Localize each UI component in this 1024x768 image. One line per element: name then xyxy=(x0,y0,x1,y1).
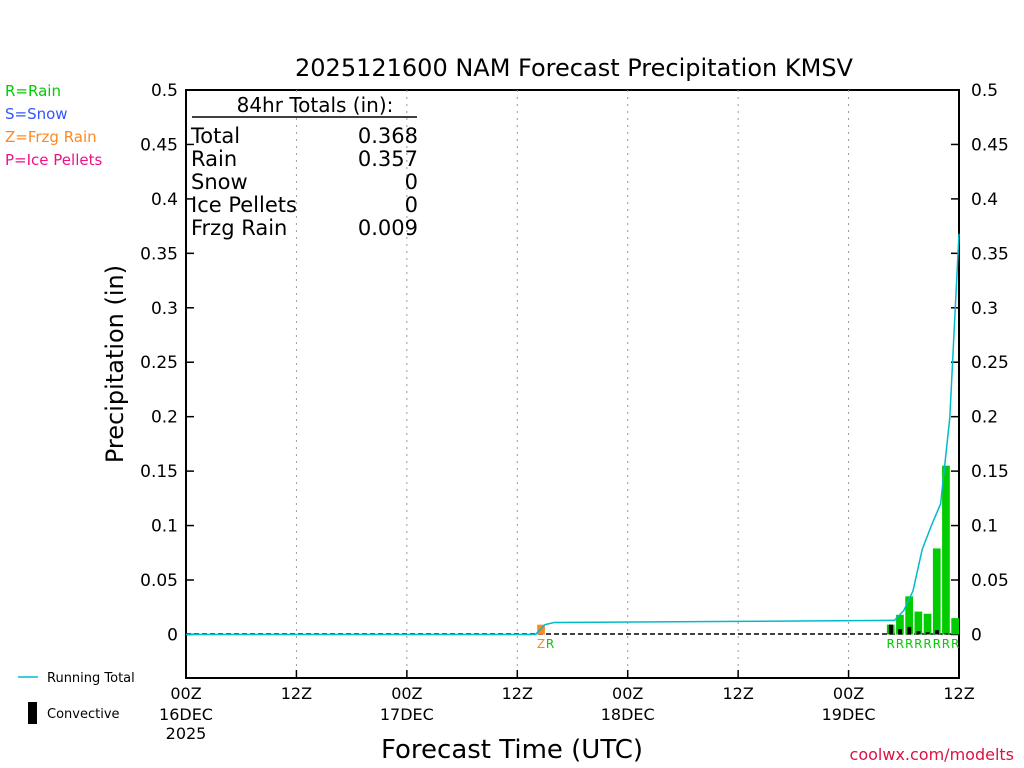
x-tick-date: 16DEC xyxy=(159,705,213,724)
totals-value: 0.368 xyxy=(358,124,418,148)
precip-bar xyxy=(896,614,904,635)
totals-label: Total xyxy=(190,124,240,148)
x-tick-label: 12Z xyxy=(281,684,312,703)
y-tick-label-right: 0.1 xyxy=(971,517,998,537)
series-legend: Running Total Convective xyxy=(18,671,135,724)
convective-bar xyxy=(934,630,939,635)
plot-frame xyxy=(185,89,960,679)
ptype-letter: R xyxy=(896,637,904,651)
totals-box: 84hr Totals (in): Total 0.368 Rain 0.357 Sno… xyxy=(190,93,418,240)
x-axis-title: Forecast Time (UTC) xyxy=(381,735,643,765)
x-tick-date: 18DEC xyxy=(601,705,655,724)
ptype-letter: R xyxy=(923,637,931,651)
precip-bar xyxy=(923,613,932,635)
totals-value: 0 xyxy=(405,193,418,217)
x-tick-label: 00Z xyxy=(612,684,643,703)
y-axis-title: Precipitation (in) xyxy=(101,265,129,463)
y-tick-label: 0.5 xyxy=(151,81,178,101)
y-tick-label-right: 0.25 xyxy=(971,353,1009,373)
y-tick-label: 0.2 xyxy=(151,408,178,428)
y-tick-label: 0 xyxy=(167,625,178,645)
x-tick-label: 12Z xyxy=(722,684,753,703)
totals-label: Ice Pellets xyxy=(191,193,297,217)
gridlines xyxy=(295,90,850,678)
y-tick-label-right: 0.2 xyxy=(971,408,998,428)
ptype-legend-entry: P=Ice Pellets xyxy=(5,151,102,169)
y-tick-label-right: 0.4 xyxy=(971,190,998,210)
y-tick-label: 0.3 xyxy=(151,299,178,319)
ptype-letter: R xyxy=(951,637,959,651)
running-total-line xyxy=(186,233,960,636)
totals-heading: 84hr Totals (in): xyxy=(237,93,394,117)
series-legend-label: Convective xyxy=(47,707,120,722)
precip-bar xyxy=(951,618,959,635)
y-tick-label-right: 0 xyxy=(971,625,982,645)
precip-bar xyxy=(914,611,923,635)
y-tick-label: 0.05 xyxy=(140,571,178,591)
ptype-legend-entry: R=Rain xyxy=(5,82,61,100)
precip-bars xyxy=(537,465,959,635)
y-tick-label: 0.1 xyxy=(151,517,178,537)
convective-bars xyxy=(888,624,949,635)
ptype-letter: R xyxy=(933,637,941,651)
y-tick-label-right: 0.15 xyxy=(971,462,1009,482)
x-tick-label: 00Z xyxy=(391,684,422,703)
precip-bar xyxy=(932,548,941,635)
ptype-legend-entry: S=Snow xyxy=(5,105,68,123)
x-tick-year: 2025 xyxy=(166,724,207,743)
y-tick-label: 0.45 xyxy=(140,135,178,155)
ptype-legend-entry: Z=Frzg Rain xyxy=(5,128,97,146)
totals-label: Frzg Rain xyxy=(191,216,287,240)
y-tick-label-right: 0.3 xyxy=(971,299,998,319)
x-tick-date: 17DEC xyxy=(380,705,434,724)
x-tick-label: 00Z xyxy=(833,684,864,703)
totals-rows: Total 0.368 Rain 0.357 Snow 0 Ice Pellets 0 Frzg… xyxy=(190,124,418,240)
convective-bar xyxy=(944,633,949,635)
chart-title: 2025121600 NAM Forecast Precipitation KM… xyxy=(295,54,854,82)
totals-label: Rain xyxy=(191,147,237,171)
y-tick-label-right: 0.05 xyxy=(971,571,1009,591)
ptype-letter: R xyxy=(887,637,895,651)
convective-bar xyxy=(925,632,930,635)
totals-label: Snow xyxy=(191,170,248,194)
precip-bar xyxy=(905,596,913,635)
y-axis-right: 0 0.05 0.1 0.15 0.2 0.25 0.3 0.35 0.4 0.45 0.5 xyxy=(951,81,1009,645)
x-tick-label: 12Z xyxy=(502,684,533,703)
y-tick-label: 0.4 xyxy=(151,190,178,210)
convective-bar xyxy=(888,624,893,635)
y-tick-label-right: 0.5 xyxy=(971,81,998,101)
precip-bar xyxy=(942,465,950,635)
convective-bar xyxy=(916,631,921,635)
credit-text: coolwx.com/modelts xyxy=(850,745,1014,764)
series-legend-label: Running Total xyxy=(47,671,135,686)
y-tick-label-right: 0.45 xyxy=(971,135,1009,155)
ptype-letter: R xyxy=(942,637,950,651)
convective-bar xyxy=(898,629,903,635)
x-tick-label: 12Z xyxy=(943,684,974,703)
convective-swatch xyxy=(28,702,37,724)
ptype-legend: R=Rain S=Snow Z=Frzg Rain P=Ice Pellets xyxy=(5,82,102,169)
convective-bar xyxy=(907,626,912,635)
ptype-letter: Z xyxy=(537,637,545,651)
totals-value: 0.009 xyxy=(358,216,418,240)
x-tick-date: 19DEC xyxy=(822,705,876,724)
y-tick-label: 0.15 xyxy=(140,462,178,482)
totals-value: 0 xyxy=(405,170,418,194)
totals-value: 0.357 xyxy=(358,147,418,171)
x-tick-label: 00Z xyxy=(170,684,201,703)
y-tick-label: 0.35 xyxy=(140,244,178,264)
y-tick-label: 0.25 xyxy=(140,353,178,373)
ptype-letter: R xyxy=(914,637,922,651)
ptype-letter: R xyxy=(905,637,913,651)
ptype-letter: R xyxy=(546,637,554,651)
y-axis-left: 0 0.05 0.1 0.15 0.2 0.25 0.3 0.35 0.4 0.45 0.5 xyxy=(140,81,194,645)
y-tick-label-right: 0.35 xyxy=(971,244,1009,264)
